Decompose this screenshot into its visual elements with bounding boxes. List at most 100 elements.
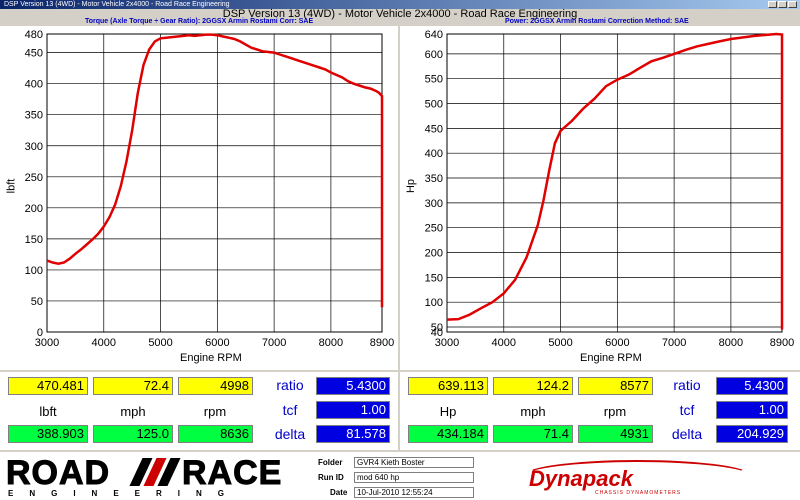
window-title: DSP Version 13 (4WD) - Motor Vehicle 2x4… [4, 1, 230, 8]
power-ytick-label: 50 [431, 322, 443, 334]
unit-hp: Hp [439, 404, 457, 419]
torque-chart: 3000 4000 5000 6000 7000 8000 8900480450400350… [25, 29, 395, 349]
power-ytick-label: 600 [425, 49, 443, 61]
power-xtick-label: 3000 [435, 337, 459, 349]
power-ytick-label: 100 [425, 297, 443, 309]
power-ytick-label: 350 [425, 173, 443, 185]
minimize-button[interactable] [768, 1, 777, 8]
logo-engineering: ENGINEERING [8, 489, 241, 498]
current-rpm-field: 8636 [178, 425, 253, 443]
close-button[interactable] [788, 1, 797, 8]
power-xtick-label: 8900 [770, 337, 794, 349]
maximize-button[interactable] [778, 1, 787, 8]
torque-xtick-label: 8000 [319, 337, 343, 349]
torque-xtick-label: 6000 [205, 337, 229, 349]
power-ytick-label: 640 [425, 29, 443, 41]
logo-slashes [129, 458, 181, 486]
torque-ytick-label: 100 [25, 265, 43, 277]
power-ytick-label: 550 [425, 74, 443, 86]
power-xtick-label: 6000 [605, 337, 629, 349]
power-xtick-label: 4000 [492, 337, 516, 349]
dynapack-swoosh-icon [523, 460, 752, 492]
torque-data-panel: 470.481 72.4 4998 lbft mph rpm 388.903 1… [0, 372, 398, 450]
power-ytick-label: 400 [425, 148, 443, 160]
torque-ytick-label: 350 [25, 110, 43, 122]
road-race-logo: ROAD RACE ENGINEERING [5, 454, 311, 499]
date-label: Date [330, 488, 348, 497]
current-rpm-field: 4931 [578, 425, 653, 443]
ratio-label: ratio [276, 377, 304, 393]
torque-ytick-label: 0 [37, 327, 43, 339]
folder-label: Folder [318, 458, 343, 467]
torque-ytick-label: 400 [25, 79, 43, 91]
power-ytick-label: 500 [425, 99, 443, 111]
peak-torque-rpm-field: 4998 [178, 377, 253, 395]
unit-mph: mph [120, 404, 146, 419]
power-xtick-label: 7000 [662, 337, 686, 349]
torque-series-line [46, 33, 384, 308]
power-ytick-label: 300 [425, 198, 443, 210]
peak-power-field: 639.113 [408, 377, 488, 395]
torque-xtick-label: 5000 [148, 337, 172, 349]
delta-field: 204.929 [716, 425, 788, 443]
runid-field: mod 640 hp [354, 472, 474, 483]
power-xtick-label: 8000 [719, 337, 743, 349]
current-torque-field: 388.903 [8, 425, 88, 443]
date-field: 10-Jul-2010 12:55:24 [354, 487, 474, 498]
torque-xtick-label: 4000 [92, 337, 116, 349]
unit-rpm: rpm [603, 404, 627, 419]
torque-ytick-label: 480 [25, 29, 43, 41]
tcf-label: tcf [679, 402, 695, 418]
delta-label: delta [274, 426, 306, 442]
torque-ytick-label: 300 [25, 141, 43, 153]
delta-label: delta [671, 426, 703, 442]
torque-xtick-label: 3000 [35, 337, 59, 349]
power-ytick-label: 40 [431, 327, 443, 339]
peak-power-mph-field: 124.2 [493, 377, 573, 395]
power-series-line [446, 32, 784, 330]
logo-road: ROAD [5, 454, 111, 493]
torque-ytick-label: 450 [25, 48, 43, 60]
peak-torque-mph-field: 72.4 [93, 377, 173, 395]
page-title: DSP Version 13 (4WD) - Motor Vehicle 2x4… [222, 8, 578, 20]
peak-power-rpm-field: 8577 [578, 377, 653, 395]
current-power-field: 434.184 [408, 425, 488, 443]
power-xlabel: Engine RPM [580, 352, 642, 364]
delta-field: 81.578 [316, 425, 390, 443]
tcf-label: tcf [282, 402, 298, 418]
folder-field: GVR4 Kieth Boster [354, 457, 474, 468]
power-chart-area [400, 26, 800, 370]
ratio-field: 5.4300 [716, 377, 788, 395]
torque-xtick-label: 8900 [370, 337, 394, 349]
unit-lbft: lbft [39, 404, 57, 419]
dynapack-logo: Dynapack CHASSIS DYNAMOMETERS [515, 458, 755, 496]
tcf-field: 1.00 [316, 401, 390, 419]
ratio-field: 5.4300 [316, 377, 390, 395]
power-xtick-label: 5000 [548, 337, 572, 349]
power-ytick-label: 200 [425, 248, 443, 260]
torque-ytick-label: 50 [31, 296, 43, 308]
power-ytick-label: 150 [425, 272, 443, 284]
power-data-panel: 639.113 124.2 8577 Hp mph rpm 434.184 71… [400, 372, 800, 450]
current-mph-field: 71.4 [493, 425, 573, 443]
runid-label: Run ID [318, 473, 344, 482]
tcf-field: 1.00 [716, 401, 788, 419]
dynapack-sub: CHASSIS DYNAMOMETERS [595, 490, 682, 496]
unit-mph: mph [520, 404, 546, 419]
power-ytick-label: 250 [425, 223, 443, 235]
window-titlebar: DSP Version 13 (4WD) - Motor Vehicle 2x4… [0, 0, 800, 9]
ratio-label: ratio [673, 377, 701, 393]
torque-ytick-label: 250 [25, 172, 43, 184]
power-ytick-label: 450 [425, 123, 443, 135]
unit-rpm: rpm [203, 404, 227, 419]
torque-subtitle: Torque (Axle Torque ÷ Gear Ratio): 2GGSX… [85, 18, 314, 25]
torque-ytick-label: 200 [25, 203, 43, 215]
torque-xtick-label: 7000 [262, 337, 286, 349]
footer: ROAD RACE ENGINEERING Folder GVR4 Kieth … [0, 452, 800, 500]
torque-plot-frame [46, 33, 383, 333]
torque-ytick-label: 150 [25, 234, 43, 246]
current-mph-field: 125.0 [93, 425, 173, 443]
power-chart: 3000 4000 5000 6000 7000 8000 8900 640 600 550 500… [425, 29, 795, 349]
power-subtitle: Power: 2GGSX Armin Rostami Correction Me… [505, 18, 689, 25]
dynapack-brand: Dynapack [529, 466, 633, 491]
